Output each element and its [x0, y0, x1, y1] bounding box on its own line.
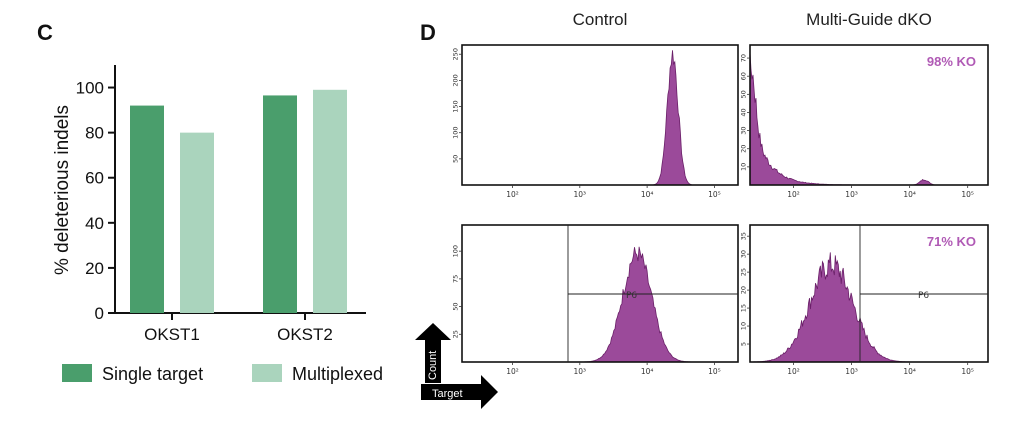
gate-label: P6 [918, 291, 929, 301]
hist-y-tick-label: 20 [740, 286, 748, 294]
count-arrow-label: Count [427, 351, 439, 380]
hist-x-tick-label: 10² [506, 190, 519, 199]
bar-okst1-multiplexed [180, 132, 214, 313]
hist-x-tick-label: 10³ [574, 367, 587, 376]
hist-x-tick-label: 10⁵ [708, 367, 721, 376]
hist-x-tick-label: 10² [506, 367, 519, 376]
histogram-frame [749, 44, 989, 186]
panel-c-y-ticks: 0 20 40 60 80 100 [76, 79, 115, 323]
hist-y-tick-label: 70 [740, 54, 748, 62]
panel-c-x-ticks: OKST1 OKST2 [144, 313, 333, 344]
histogram-frame [461, 224, 739, 363]
hist-y-tick-label: 5 [740, 342, 748, 346]
y-tick-label: 60 [85, 169, 104, 188]
gate-label: P6 [626, 291, 637, 301]
x-tick-label: OKST1 [144, 325, 200, 344]
histogram-bottom-dko: 5 10 15 20 25 30 35 10² 10³ 10⁴ 10⁵ P6 71% KO [740, 224, 989, 376]
hist-y-tick-label: 150 [452, 100, 460, 112]
hist-x-tick-label: 10³ [574, 190, 587, 199]
hist-y-tick-label: 25 [740, 268, 748, 276]
hist-x-tick-label: 10⁵ [961, 367, 974, 376]
legend-swatch [62, 364, 92, 382]
hist-y-tick-label: 40 [740, 108, 748, 116]
hist-y-tick-label: 15 [740, 304, 748, 312]
hist-y-tick-label: 100 [452, 126, 460, 138]
histogram-top-control: 50 100 150 200 250 10² 10³ 10⁴ 10⁵ [452, 44, 739, 199]
bar-okst2-single-target [263, 95, 297, 313]
hist-y-tick-label: 10 [740, 163, 748, 171]
histogram-area [749, 252, 988, 363]
panel-d-label: D [420, 20, 436, 45]
hist-x-tick-label: 10⁴ [903, 367, 916, 376]
histogram-top-dko: 10 20 30 40 50 60 70 10² 10³ 10⁴ 10⁵ 98% KO [740, 44, 989, 199]
hist-y-tick-label: 200 [452, 74, 460, 86]
hist-x-tick-label: 10⁵ [708, 190, 721, 199]
hist-x-tick-label: 10³ [845, 367, 858, 376]
count-arrow-icon [415, 323, 451, 383]
hist-y-tick-label: 30 [740, 250, 748, 258]
y-tick-label: 80 [85, 124, 104, 143]
hist-y-tick-label: 100 [452, 245, 460, 257]
histogram-frame [749, 224, 989, 363]
hist-y-tick-label: 50 [740, 90, 748, 98]
y-tick-label: 0 [95, 304, 104, 323]
hist-y-tick-label: 50 [452, 155, 460, 163]
hist-y-tick-label: 50 [452, 302, 460, 310]
knockout-percentage: 98% KO [927, 54, 976, 69]
hist-x-tick-label: 10² [787, 190, 800, 199]
y-tick-label: 40 [85, 214, 104, 233]
bar-okst2-multiplexed [313, 89, 347, 313]
legend-swatch [252, 364, 282, 382]
hist-x-tick-label: 10⁴ [903, 190, 916, 199]
hist-y-tick-label: 35 [740, 232, 748, 240]
hist-x-tick-label: 10⁵ [961, 190, 974, 199]
histogram-area [462, 50, 738, 186]
hist-x-tick-label: 10⁴ [641, 367, 654, 376]
bar-okst1-single-target [130, 105, 164, 313]
histogram-area [462, 246, 738, 363]
axis-arrows: Count Target [415, 323, 498, 409]
knockout-percentage: 71% KO [927, 234, 976, 249]
hist-y-tick-label: 10 [740, 322, 748, 330]
legend-label: Multiplexed [292, 364, 383, 384]
hist-x-tick-label: 10² [787, 367, 800, 376]
hist-y-tick-label: 60 [740, 72, 748, 80]
hist-y-tick-label: 20 [740, 145, 748, 153]
hist-x-tick-label: 10³ [845, 190, 858, 199]
target-arrow-icon [421, 375, 498, 409]
histogram-area [749, 51, 988, 186]
column-title-control: Control [573, 10, 628, 29]
y-tick-label: 20 [85, 259, 104, 278]
hist-y-tick-label: 30 [740, 126, 748, 134]
hist-y-tick-label: 25 [452, 330, 460, 338]
hist-y-tick-label: 250 [452, 48, 460, 60]
x-tick-label: OKST2 [277, 325, 333, 344]
column-title-dko: Multi-Guide dKO [806, 10, 932, 29]
y-tick-label: 100 [76, 79, 104, 98]
panel-c-bars [130, 89, 347, 313]
legend-label: Single target [102, 364, 203, 384]
panel-c-legend: Single target Multiplexed [62, 364, 383, 384]
histogram-frame [461, 44, 739, 186]
target-arrow-label: Target [432, 388, 463, 400]
hist-y-tick-label: 75 [452, 275, 460, 283]
histogram-bottom-control: 25 50 75 100 10² 10³ 10⁴ 10⁵ P6 [452, 224, 739, 376]
panel-d-histograms: 50 100 150 200 250 10² 10³ 10⁴ 10⁵ 10 20 30 40 50 60 70… [452, 44, 989, 376]
panel-c-label: C [37, 20, 53, 45]
hist-x-tick-label: 10⁴ [641, 190, 654, 199]
panel-c-y-axis-label: % deleterious indels [52, 105, 73, 275]
